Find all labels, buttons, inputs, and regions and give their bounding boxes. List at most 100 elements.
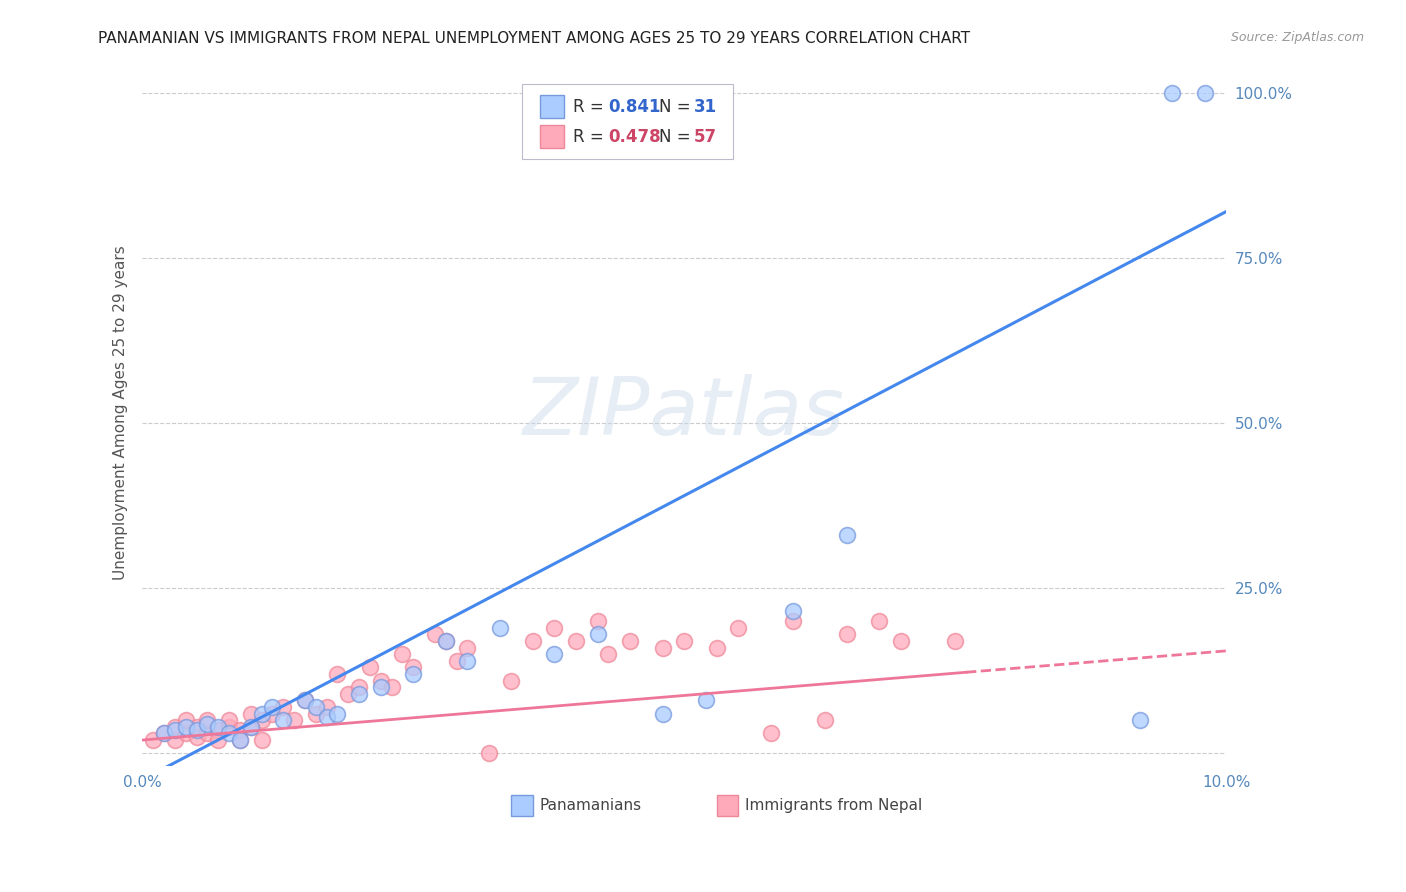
Point xyxy=(347,680,370,694)
Point xyxy=(174,713,197,727)
Text: 31: 31 xyxy=(695,98,717,116)
Point xyxy=(337,687,360,701)
Point xyxy=(814,713,837,727)
Point xyxy=(835,627,858,641)
Point xyxy=(218,726,240,740)
Point xyxy=(522,634,544,648)
Point xyxy=(434,634,457,648)
Point xyxy=(434,634,457,648)
Point xyxy=(262,700,284,714)
Point xyxy=(370,673,392,688)
Point xyxy=(673,634,696,648)
Point xyxy=(218,720,240,734)
Point xyxy=(543,621,565,635)
Text: 0.841: 0.841 xyxy=(609,98,661,116)
Point xyxy=(153,726,176,740)
Point xyxy=(489,621,512,635)
Text: N =: N = xyxy=(659,128,696,145)
Point xyxy=(782,604,804,618)
Text: 57: 57 xyxy=(695,128,717,145)
Text: Panamanians: Panamanians xyxy=(538,797,641,813)
Point xyxy=(619,634,641,648)
Point xyxy=(239,720,262,734)
Point xyxy=(759,726,782,740)
Point xyxy=(868,614,890,628)
Point xyxy=(478,746,501,760)
Text: R =: R = xyxy=(572,128,609,145)
Y-axis label: Unemployment Among Ages 25 to 29 years: Unemployment Among Ages 25 to 29 years xyxy=(114,245,128,581)
Point xyxy=(1161,86,1184,100)
Point xyxy=(359,660,381,674)
Text: ZIPatlas: ZIPatlas xyxy=(523,374,845,452)
Point xyxy=(423,627,446,641)
Point xyxy=(315,710,337,724)
Point xyxy=(195,726,218,740)
Point xyxy=(142,733,165,747)
Point xyxy=(207,723,229,738)
Point xyxy=(565,634,588,648)
Point xyxy=(326,706,349,721)
Point xyxy=(195,716,218,731)
Point xyxy=(294,693,316,707)
Point xyxy=(402,660,425,674)
Point xyxy=(271,700,294,714)
Point xyxy=(239,720,262,734)
Point xyxy=(315,700,337,714)
Point xyxy=(890,634,912,648)
Point xyxy=(706,640,728,655)
Point xyxy=(153,726,176,740)
Point xyxy=(695,693,717,707)
Point xyxy=(651,706,673,721)
Point xyxy=(207,733,229,747)
Point xyxy=(174,720,197,734)
Point xyxy=(207,720,229,734)
Point xyxy=(347,687,370,701)
FancyBboxPatch shape xyxy=(510,795,533,816)
Point xyxy=(782,614,804,628)
Point xyxy=(250,733,273,747)
Point xyxy=(543,647,565,661)
FancyBboxPatch shape xyxy=(522,85,733,159)
Point xyxy=(586,627,609,641)
Point xyxy=(262,706,284,721)
Point xyxy=(195,713,218,727)
Point xyxy=(586,614,609,628)
Point xyxy=(250,713,273,727)
Point xyxy=(391,647,413,661)
Point xyxy=(229,733,252,747)
FancyBboxPatch shape xyxy=(540,125,564,148)
Text: 0.478: 0.478 xyxy=(609,128,661,145)
Point xyxy=(186,723,208,738)
Point xyxy=(381,680,404,694)
Point xyxy=(727,621,749,635)
Point xyxy=(283,713,305,727)
Point xyxy=(174,726,197,740)
Point xyxy=(1194,86,1216,100)
Text: R =: R = xyxy=(572,98,609,116)
FancyBboxPatch shape xyxy=(717,795,738,816)
Point xyxy=(186,730,208,744)
Point xyxy=(250,706,273,721)
Point xyxy=(835,528,858,542)
Point xyxy=(229,733,252,747)
Point xyxy=(239,706,262,721)
Point xyxy=(163,733,186,747)
Point xyxy=(326,667,349,681)
Point xyxy=(598,647,620,661)
Point xyxy=(651,640,673,655)
Point xyxy=(163,720,186,734)
Point xyxy=(943,634,966,648)
Point xyxy=(163,723,186,738)
Point xyxy=(456,640,478,655)
Point xyxy=(1128,713,1150,727)
Point xyxy=(305,706,328,721)
Point xyxy=(499,673,522,688)
Text: Immigrants from Nepal: Immigrants from Nepal xyxy=(745,797,922,813)
FancyBboxPatch shape xyxy=(540,95,564,119)
Point xyxy=(446,654,468,668)
Point xyxy=(456,654,478,668)
Text: PANAMANIAN VS IMMIGRANTS FROM NEPAL UNEMPLOYMENT AMONG AGES 25 TO 29 YEARS CORRE: PANAMANIAN VS IMMIGRANTS FROM NEPAL UNEM… xyxy=(98,31,970,46)
Text: N =: N = xyxy=(659,98,696,116)
Point xyxy=(402,667,425,681)
Point xyxy=(294,693,316,707)
